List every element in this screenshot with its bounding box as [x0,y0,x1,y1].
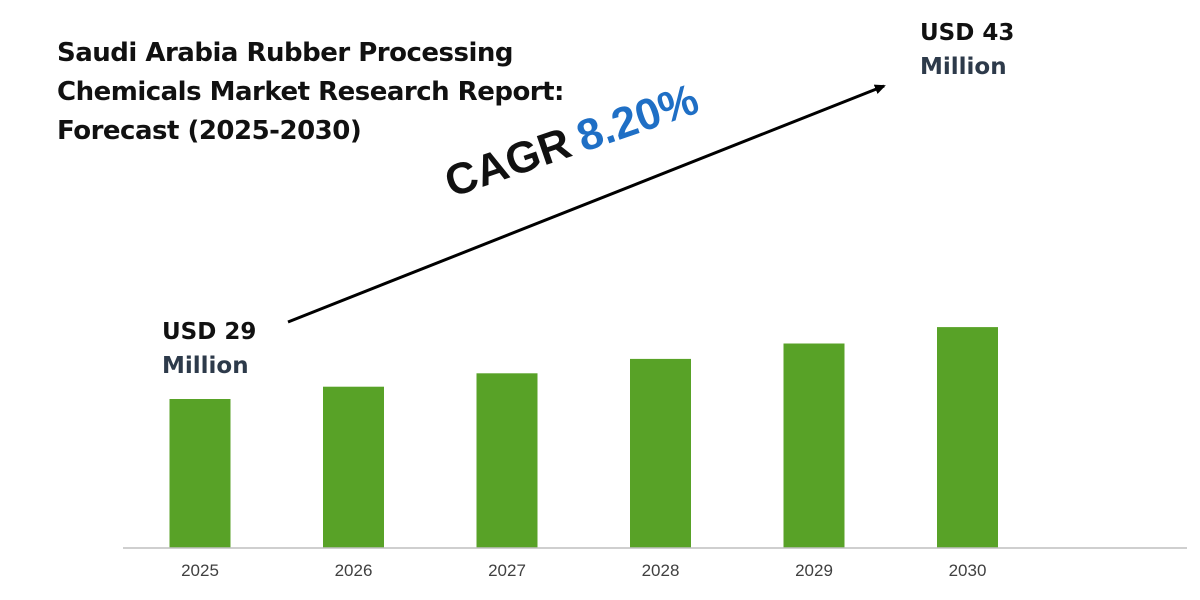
bar-2025 [169,399,231,548]
x-tick-label: 2029 [795,561,833,580]
growth-arrow [287,84,886,324]
x-tick-label: 2025 [181,561,219,580]
x-tick-label: 2028 [642,561,680,580]
bar-2029 [783,343,845,548]
bar-2026 [323,386,384,548]
x-tick-label: 2030 [949,561,987,580]
bars [169,327,998,548]
end-value-amount: USD 43 [920,20,1015,46]
x-tick-label: 2027 [488,561,526,580]
bar-2027 [476,373,538,548]
start-value-callout: USD 29 Million [162,315,256,383]
x-tick-labels: 2025 2026 2027 2028 2029 2030 [181,561,986,580]
x-tick-label: 2026 [335,561,373,580]
bar-2030 [937,327,998,548]
end-value-callout: USD 43 Million [920,16,1014,84]
start-value-amount: USD 29 [162,319,257,345]
start-value-unit: Million [162,353,249,379]
end-value-unit: Million [920,54,1007,80]
bar-2028 [630,358,691,548]
chart-title: Saudi Arabia Rubber Processing Chemicals… [57,38,564,146]
